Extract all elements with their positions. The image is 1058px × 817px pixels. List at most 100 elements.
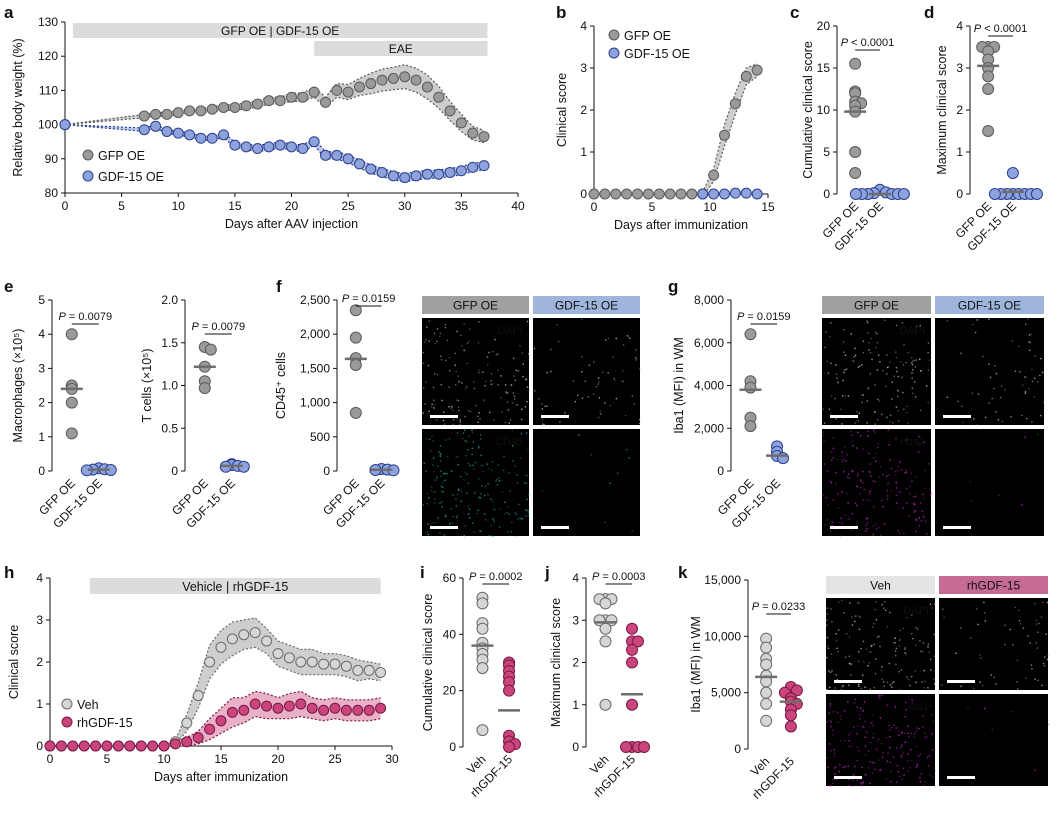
speckle (844, 354, 847, 356)
speckle (892, 681, 895, 683)
speckle (513, 395, 516, 398)
speckle (930, 669, 932, 671)
speckle (912, 503, 915, 505)
speckle (925, 522, 927, 524)
speckle (862, 470, 864, 473)
speckle (991, 397, 993, 400)
data-point (206, 103, 218, 115)
data-point (240, 100, 252, 112)
data-point (719, 188, 730, 200)
data-point (719, 129, 730, 141)
speckle (484, 513, 486, 515)
speckle (1031, 668, 1033, 670)
data-point (308, 86, 320, 98)
speckle (881, 678, 883, 680)
data-point (138, 124, 150, 136)
data-point (729, 187, 741, 199)
y-tick-label: 5 (38, 293, 45, 307)
error-band (65, 64, 485, 143)
speckle (1041, 684, 1043, 687)
speckle (880, 743, 883, 745)
speckle (858, 615, 860, 617)
speckle (497, 369, 499, 372)
speckle (989, 376, 992, 379)
data-point (331, 149, 343, 161)
y-tick-label: 1.5 (161, 336, 178, 350)
speckle (488, 467, 490, 470)
p-value: P = 0.0003 (592, 571, 646, 583)
data-point (760, 686, 773, 699)
speckle (848, 477, 850, 479)
speckle (629, 337, 631, 339)
speckle (865, 730, 867, 732)
speckle (444, 324, 447, 326)
speckle (891, 398, 893, 400)
data-point (421, 81, 433, 93)
speckle (444, 515, 446, 518)
speckle (984, 416, 987, 419)
panel-letter-d: d (924, 3, 934, 22)
speckle (995, 373, 998, 375)
data-point (283, 652, 295, 664)
speckle (903, 344, 905, 346)
speckle (922, 784, 925, 787)
x-axis-label: Days after AAV injection (225, 217, 358, 231)
speckle (1026, 318, 1029, 321)
scale-bar (430, 415, 458, 418)
speckle (457, 489, 459, 491)
speckle (899, 639, 901, 641)
speckle (472, 464, 474, 467)
speckle (834, 397, 836, 400)
speckle (825, 331, 827, 333)
y-tick-label: 0 (323, 464, 330, 478)
speckle (467, 462, 470, 465)
speckle (850, 663, 852, 665)
speckle (599, 410, 601, 412)
speckle (907, 422, 909, 424)
speckle (834, 766, 836, 769)
speckle (422, 362, 424, 365)
speckle (862, 725, 864, 728)
speckle (848, 740, 851, 742)
data-point (44, 740, 56, 752)
speckle (471, 429, 473, 432)
speckle (902, 391, 904, 394)
speckle (911, 675, 913, 678)
speckle (511, 402, 514, 404)
speckle (1021, 414, 1023, 417)
speckle (869, 471, 871, 473)
speckle (888, 729, 891, 731)
speckle (874, 331, 877, 334)
speckle (835, 633, 837, 635)
data-point (387, 72, 399, 84)
speckle (850, 674, 852, 676)
data-point (353, 81, 365, 93)
data-point (760, 641, 773, 654)
speckle (864, 686, 866, 688)
y-tick-label: 2.0 (161, 293, 178, 307)
speckle (902, 627, 905, 630)
speckle (851, 624, 854, 626)
speckle (861, 783, 863, 785)
speckle (1031, 380, 1034, 383)
p-value: P = 0.0233 (752, 601, 806, 613)
speckle (861, 394, 864, 397)
speckle (504, 384, 507, 386)
data-point (365, 163, 377, 175)
speckle (467, 409, 470, 412)
speckle (835, 766, 838, 768)
speckle (946, 396, 948, 399)
speckle (895, 406, 898, 408)
speckle (868, 767, 870, 769)
speckle (823, 463, 826, 465)
data-point (181, 717, 193, 729)
scale-bar (947, 776, 975, 779)
speckle (490, 469, 493, 471)
speckle (853, 356, 855, 358)
data-point (252, 143, 264, 155)
speckle (897, 409, 900, 412)
speckle (826, 624, 828, 626)
error-upper (594, 63, 758, 195)
data-point (376, 74, 388, 86)
